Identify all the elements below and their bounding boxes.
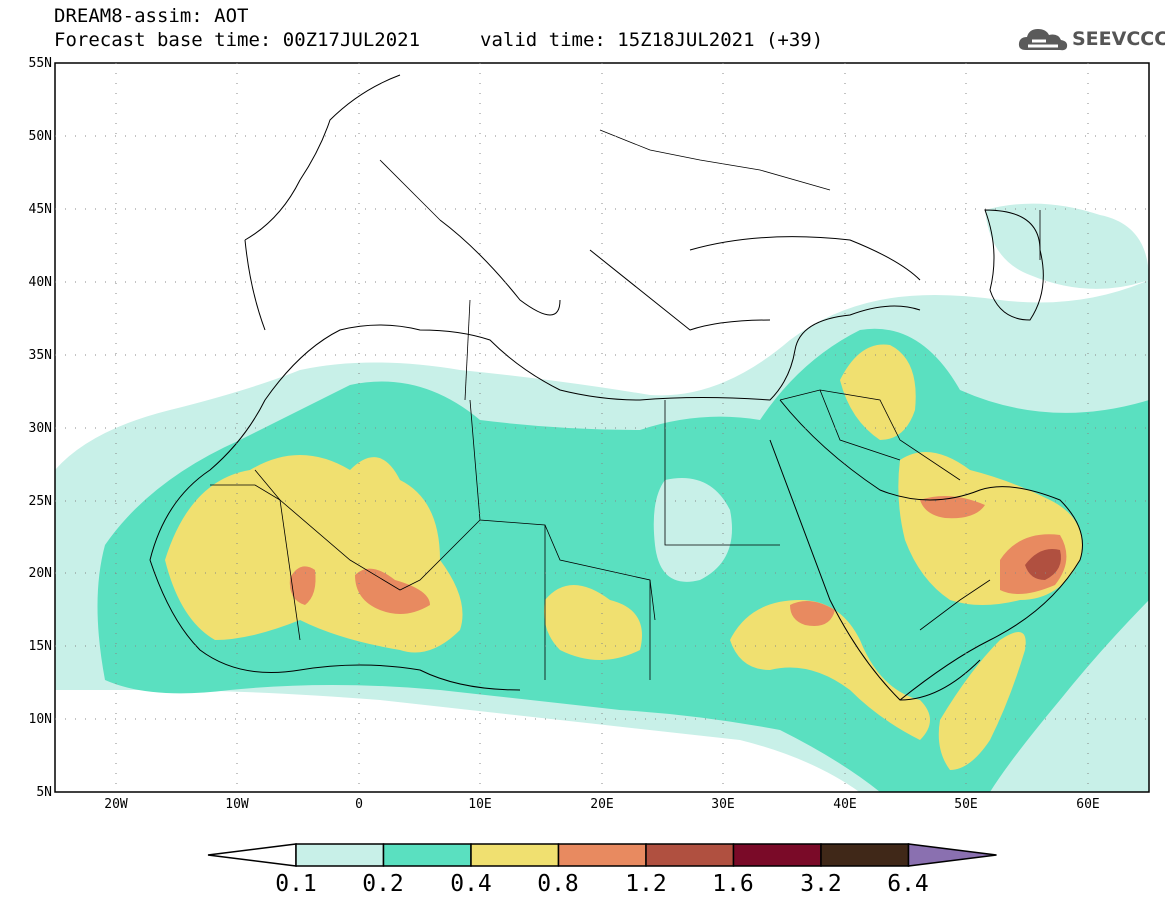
colorbar-label: 1.2 <box>625 871 667 897</box>
lat-label: 45N <box>28 202 52 217</box>
lat-label: 20N <box>28 566 52 581</box>
aot-field-yellow-somalia <box>938 632 1026 770</box>
logo-text: SEEVCCC <box>1072 28 1165 50</box>
aot-field-light-caspian <box>985 203 1149 289</box>
colorbar-label: 0.2 <box>362 871 404 897</box>
lon-label: 30E <box>711 797 735 812</box>
colorbar-segment <box>820 843 910 867</box>
aot-field-yellow-chad <box>544 585 642 660</box>
lat-label: 30N <box>28 421 52 436</box>
lon-label: 10E <box>468 797 492 812</box>
colorbar-segment <box>295 843 385 867</box>
colorbar-label: 0.4 <box>450 871 492 897</box>
forecast-base-time: Forecast base time: 00Z17JUL2021 <box>54 29 421 51</box>
lat-label: 15N <box>28 639 52 654</box>
aot-field-yellow-sudan <box>730 600 930 740</box>
aot-field-orange-mali <box>355 568 430 614</box>
colorbar-label: 3.2 <box>800 871 842 897</box>
lat-label: 55N <box>28 56 52 71</box>
aot-field-red-oman <box>1025 549 1061 580</box>
colorbar-segment <box>732 843 822 867</box>
aot-field-orange-gulf <box>920 496 985 519</box>
colorbar-label: 0.1 <box>275 871 317 897</box>
lon-label: 20E <box>590 797 614 812</box>
colorbar-label: 0.8 <box>537 871 579 897</box>
lon-label: 50E <box>954 797 978 812</box>
seevccc-logo: SEEVCCC <box>1016 22 1165 56</box>
aot-field-orange-mauritania <box>289 566 316 605</box>
cloud-icon <box>1018 29 1068 51</box>
lon-label: 0 <box>355 797 363 812</box>
colorbar-label: 6.4 <box>887 871 929 897</box>
map-title: DREAM8-assim: AOT <box>54 5 249 27</box>
lon-label: 20W <box>104 797 128 812</box>
aot-field-yellow-iraq <box>840 344 916 440</box>
colorbar-segment <box>382 843 472 867</box>
lat-label: 5N <box>36 785 52 800</box>
colorbar-segment <box>645 843 735 867</box>
lon-label: 10W <box>225 797 249 812</box>
colorbar-segment <box>557 843 647 867</box>
aot-field-orange-sudan <box>790 601 835 626</box>
colorbar-label: 1.6 <box>712 871 754 897</box>
aot-fields <box>55 203 1149 792</box>
colorbar <box>207 843 997 867</box>
country-borders <box>210 129 1041 680</box>
valid-time: valid time: 15Z18JUL2021 (+39) <box>480 29 824 51</box>
aot-field-light-egypt <box>653 478 732 582</box>
lat-label: 50N <box>28 129 52 144</box>
colorbar-lower-extension <box>207 843 297 867</box>
colorbar-upper-extension <box>907 843 997 867</box>
lat-label: 10N <box>28 712 52 727</box>
colorbar-segment <box>470 843 560 867</box>
aot-field-green <box>97 328 1149 792</box>
lon-label: 40E <box>833 797 857 812</box>
lat-label: 40N <box>28 275 52 290</box>
lat-label: 35N <box>28 348 52 363</box>
lon-label: 60E <box>1076 797 1100 812</box>
lat-label: 25N <box>28 494 52 509</box>
